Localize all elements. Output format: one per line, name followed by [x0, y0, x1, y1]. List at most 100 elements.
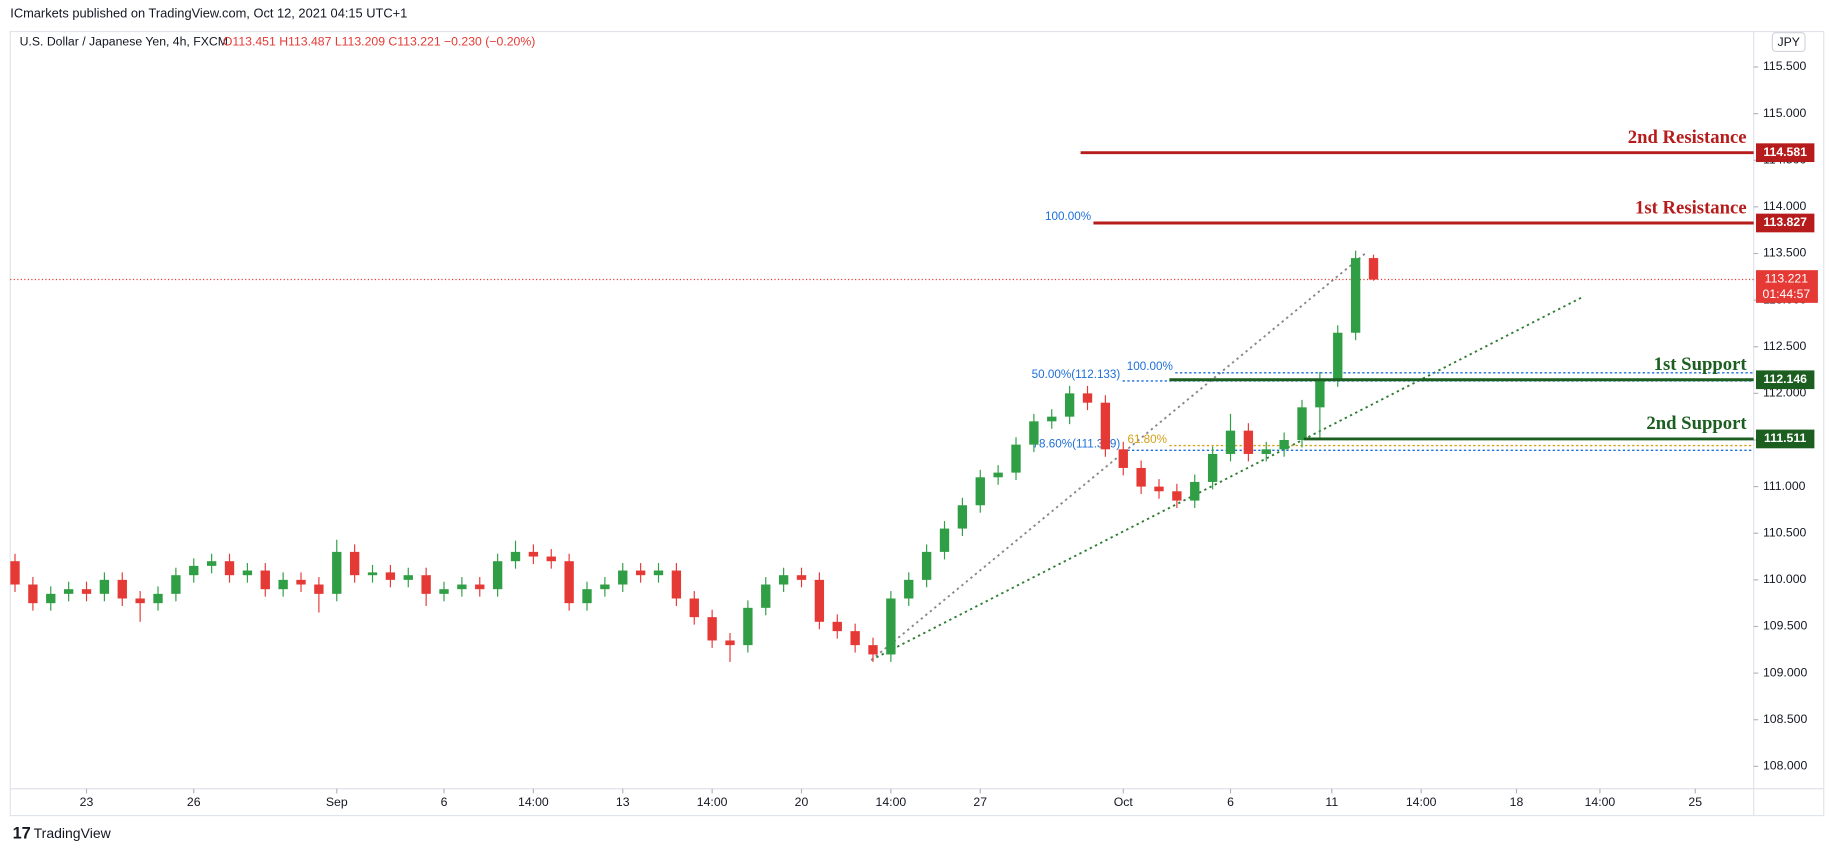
candle-body — [814, 579, 825, 622]
candle-body — [796, 575, 807, 580]
candle-body — [1190, 481, 1200, 501]
y-tick-label: 110.000 — [1763, 572, 1807, 586]
candle-body — [689, 598, 699, 618]
candle-body — [725, 640, 735, 646]
y-tick-label: 114.000 — [1763, 199, 1807, 213]
y-tick-label: 115.000 — [1763, 106, 1807, 120]
candle-body — [707, 617, 717, 641]
level-price-box — [1755, 143, 1815, 163]
candle-body — [1350, 258, 1361, 333]
candle-body — [1315, 379, 1325, 408]
candle-body — [403, 575, 413, 580]
fib-label: 78.60%(111.389) — [1032, 438, 1120, 451]
candle-body — [46, 593, 56, 604]
x-tick-label: 6 — [441, 795, 448, 809]
x-tick-label: 6 — [1227, 795, 1234, 809]
candle-body — [81, 589, 92, 594]
y-tick-label: 111.000 — [1763, 479, 1806, 493]
candle-body — [975, 477, 985, 506]
candle-body — [135, 598, 145, 604]
y-tick-label: 115.500 — [1763, 59, 1807, 73]
x-tick-label: 11 — [1325, 795, 1338, 809]
x-tick-label: 26 — [187, 795, 201, 809]
level-name: 1st Support — [1654, 354, 1748, 375]
last-price-box — [1755, 270, 1818, 303]
fib-label: 100.00% — [1127, 360, 1173, 373]
level-name: 2nd Support — [1646, 413, 1747, 434]
x-tick-label: 27 — [973, 795, 987, 809]
candle-body — [564, 561, 574, 604]
x-tick-label: 18 — [1510, 795, 1524, 809]
candle-body — [1082, 393, 1093, 403]
candle-body — [510, 551, 521, 562]
footer[interactable]: TradingView — [34, 825, 112, 841]
fib-label: 50.00%(112.133) — [1032, 368, 1121, 381]
candle-body — [743, 607, 753, 646]
y-tick-label: 109.000 — [1763, 665, 1807, 679]
ohlc: O113.451 H113.487 L113.209 C113.221 −0.2… — [223, 34, 535, 48]
candle-body — [1261, 449, 1271, 454]
candle-body — [1011, 444, 1021, 473]
symbol: U.S. Dollar / Japanese Yen, 4h, FXCM — [20, 34, 228, 48]
fib-label: 61.80% — [1127, 433, 1167, 446]
candle-body — [242, 570, 253, 576]
y-tick-label: 109.500 — [1763, 619, 1807, 633]
level-price-box — [1755, 370, 1815, 390]
candle-body — [439, 589, 449, 594]
x-tick-label: 25 — [1688, 795, 1702, 809]
level-name: 1st Resistance — [1635, 197, 1747, 218]
candle-body — [171, 575, 181, 594]
candle-body — [332, 551, 342, 594]
x-tick-label: 20 — [795, 795, 809, 809]
candle-body — [618, 570, 628, 585]
candle-body — [349, 551, 360, 576]
currency[interactable]: JPY — [1777, 35, 1799, 49]
y-tick-label: 112.000 — [1763, 386, 1807, 400]
candle-body — [475, 584, 485, 590]
x-tick-label: 14:00 — [876, 795, 907, 809]
trendline — [870, 296, 1583, 661]
x-tick-label: 14:00 — [518, 795, 549, 809]
last-price: 113.221 — [1765, 272, 1809, 286]
candle-body — [260, 570, 270, 590]
candle-body — [1118, 449, 1128, 468]
x-tick-label: 23 — [80, 795, 94, 809]
candle-body — [1047, 416, 1057, 422]
candle-body — [1136, 467, 1146, 487]
candle-body — [117, 579, 127, 599]
candle-body — [63, 589, 74, 594]
candle-body — [492, 561, 503, 590]
candle-body — [206, 561, 217, 566]
x-tick-label: 14:00 — [1585, 795, 1616, 809]
candle-body — [296, 579, 306, 585]
candle-body — [1368, 258, 1379, 280]
level-price-box — [1755, 213, 1815, 233]
frame — [9, 30, 1825, 817]
candle-body — [582, 589, 592, 604]
currency-box[interactable] — [1771, 32, 1806, 52]
candle-body — [189, 565, 199, 576]
y-tick-label: 108.000 — [1763, 759, 1807, 773]
logo[interactable]: 17 — [13, 825, 31, 843]
countdown: 01:44:57 — [1763, 287, 1811, 301]
y-tick-label: 110.500 — [1763, 525, 1807, 539]
x-tick-label: 14:00 — [697, 795, 728, 809]
x-tick-label: Sep — [326, 795, 348, 809]
level-price-box — [1755, 429, 1815, 449]
x-tick-label: 14:00 — [1406, 795, 1437, 809]
candle-body — [1333, 332, 1343, 380]
y-tick-label: 112.500 — [1763, 339, 1807, 353]
level-price: 114.581 — [1763, 145, 1807, 159]
level-price: 112.146 — [1763, 372, 1807, 386]
candle-body — [1100, 402, 1111, 450]
candle-body — [1064, 393, 1075, 417]
candle-body — [546, 556, 556, 562]
candle-body — [528, 551, 539, 557]
candle-body — [314, 584, 324, 594]
candle-body — [278, 579, 288, 590]
level-name: 2nd Resistance — [1628, 127, 1747, 148]
candle-body — [1297, 407, 1307, 440]
candle-body — [886, 598, 896, 655]
candle-body — [832, 621, 842, 632]
